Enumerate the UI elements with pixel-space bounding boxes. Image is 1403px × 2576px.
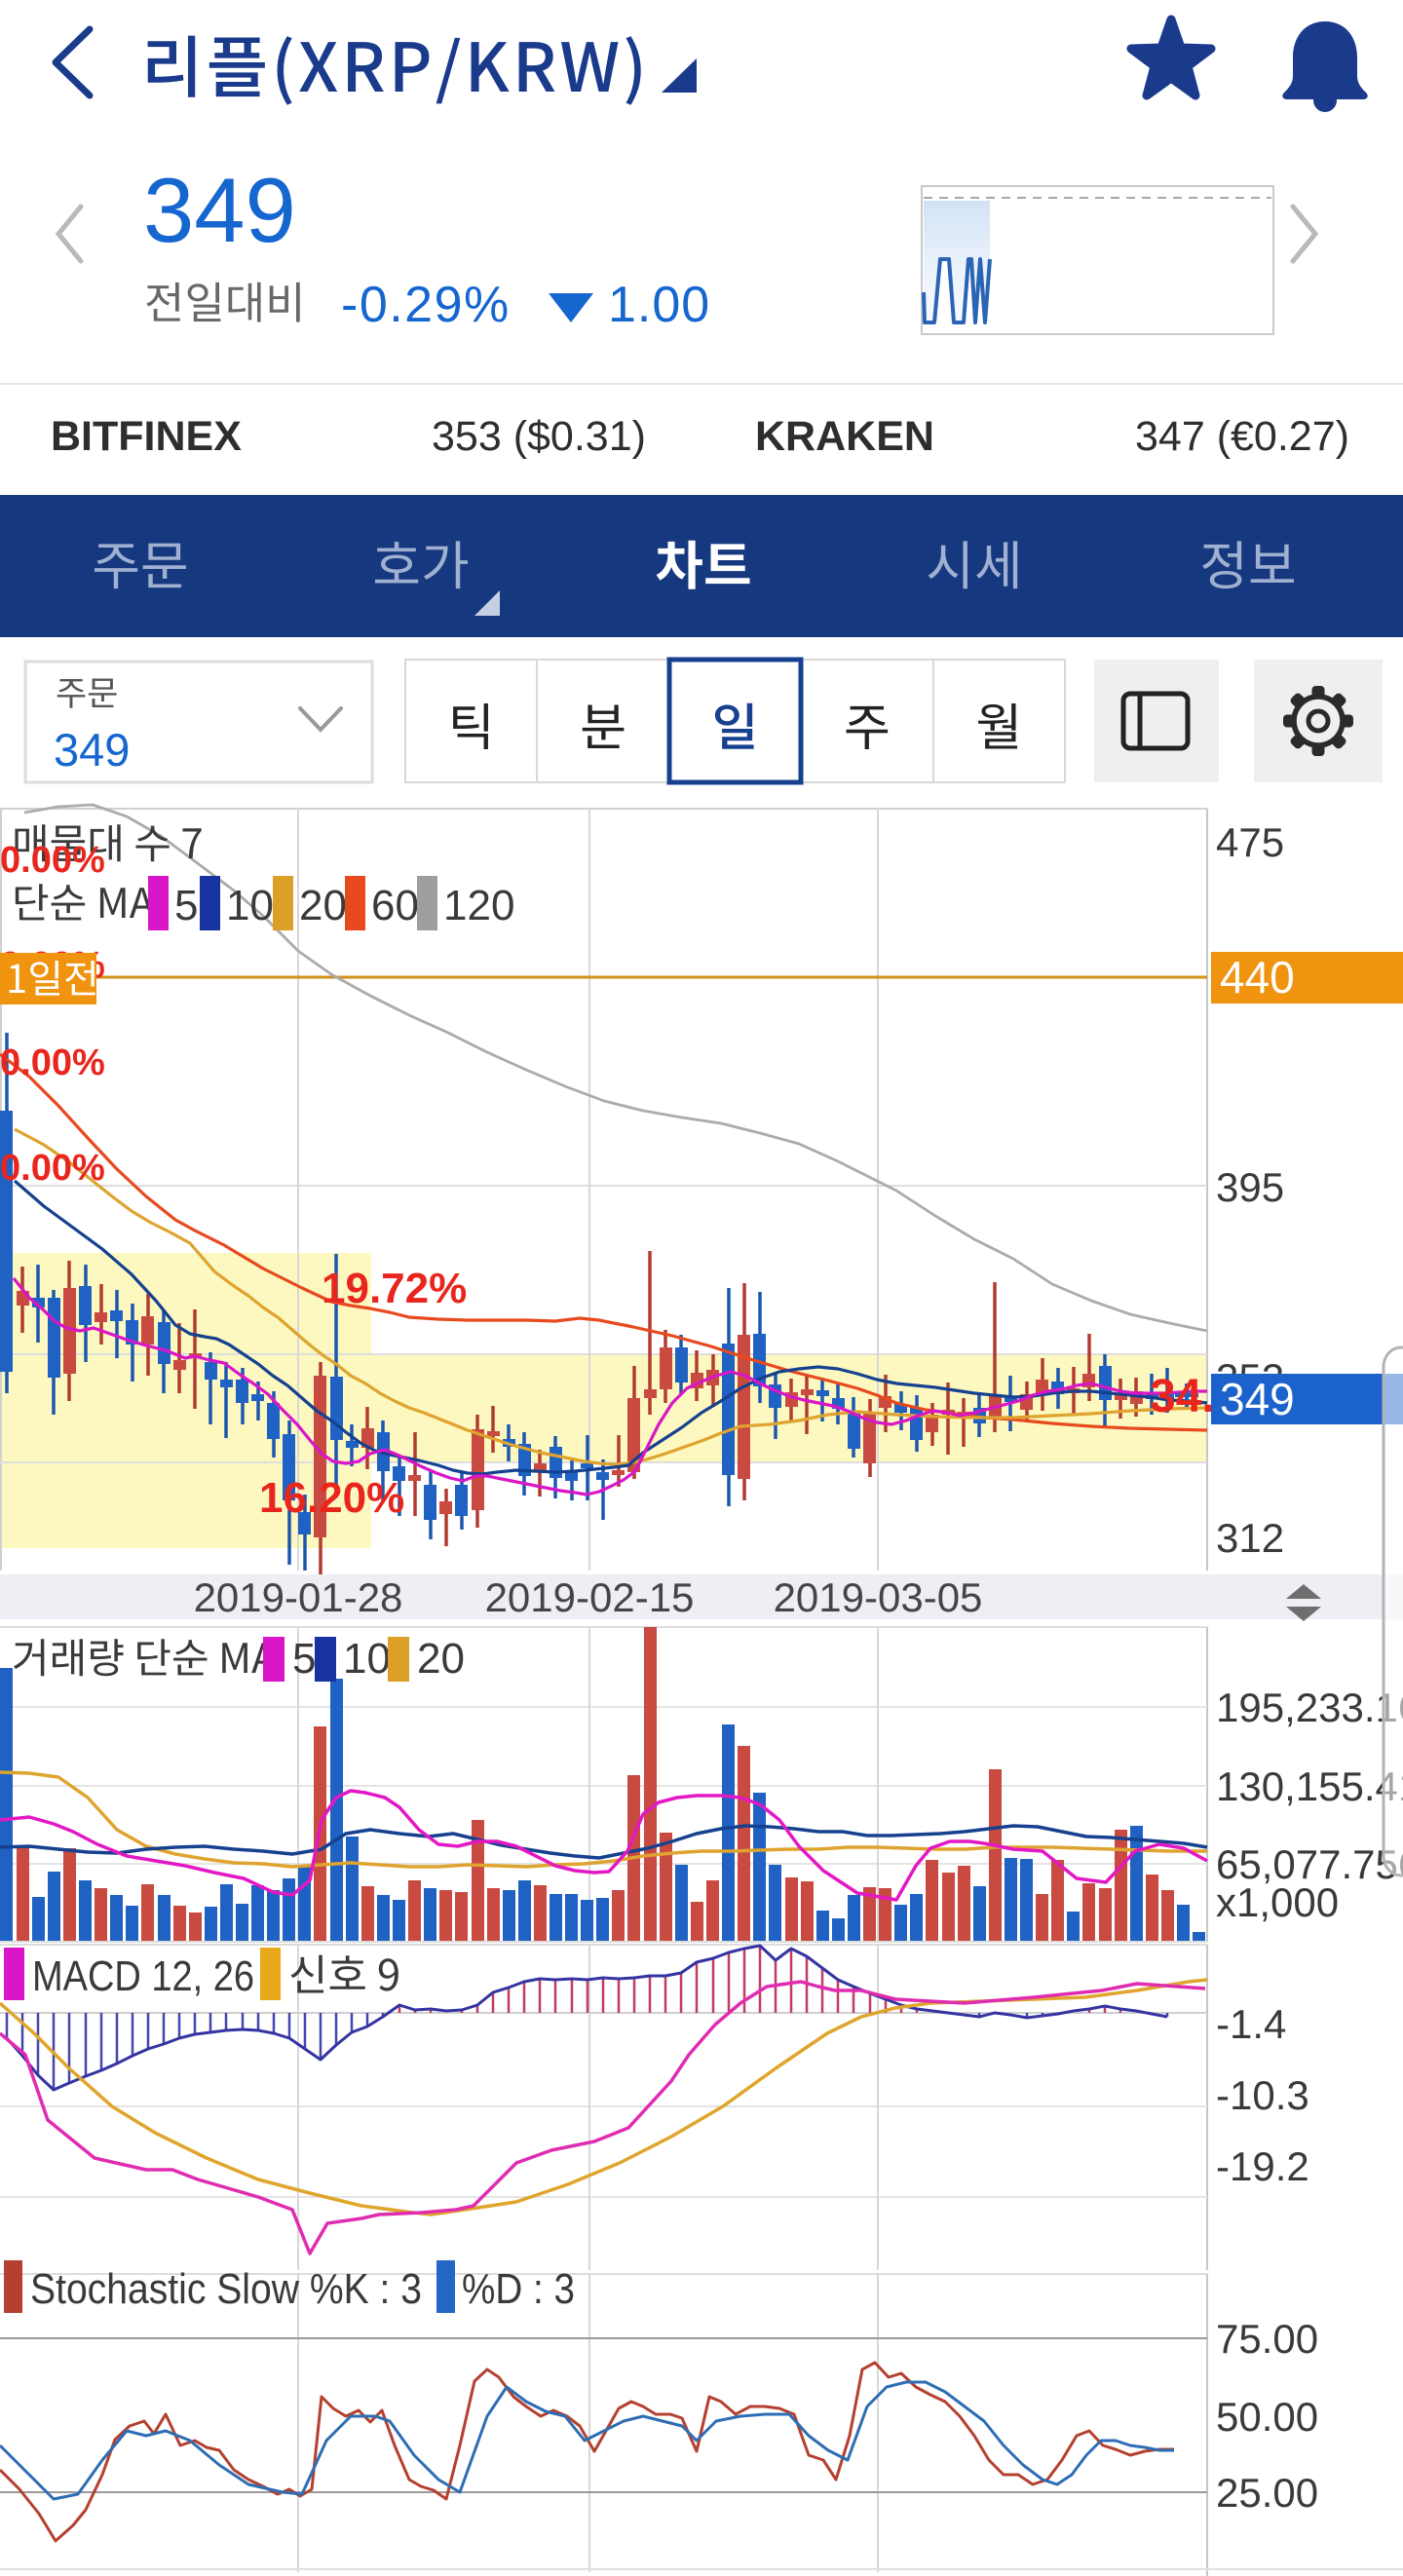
svg-text:353 ($0.31): 353 ($0.31) [432, 413, 646, 460]
svg-text:2019-02-15: 2019-02-15 [485, 1574, 695, 1620]
svg-text:349: 349 [1220, 1374, 1295, 1424]
svg-text:25.00: 25.00 [1216, 2470, 1318, 2516]
svg-text:KRAKEN: KRAKEN [755, 413, 934, 460]
svg-text:MACD 12, 26: MACD 12, 26 [32, 1952, 254, 2000]
svg-text:BITFINEX: BITFINEX [51, 413, 242, 460]
svg-text:20: 20 [417, 1635, 465, 1683]
svg-text:20: 20 [299, 882, 347, 929]
svg-text:395: 395 [1216, 1164, 1284, 1210]
svg-text:0.00%: 0.00% [0, 1148, 105, 1189]
svg-text:312: 312 [1216, 1515, 1284, 1561]
svg-text:130,155.413: 130,155.413 [1216, 1763, 1403, 1809]
svg-text:10: 10 [226, 882, 274, 929]
svg-text:347 (€0.27): 347 (€0.27) [1135, 413, 1349, 460]
svg-text:120: 120 [443, 882, 514, 929]
svg-text:Stochastic Slow %K : 3: Stochastic Slow %K : 3 [30, 2265, 422, 2313]
svg-text:349: 349 [54, 724, 130, 776]
svg-text:75.00: 75.00 [1216, 2316, 1318, 2362]
svg-text:440: 440 [1220, 952, 1295, 1003]
svg-text:16.20%: 16.20% [259, 1474, 404, 1522]
svg-text:60: 60 [371, 882, 419, 929]
svg-text:%D : 3: %D : 3 [462, 2265, 575, 2313]
svg-text:x1,000: x1,000 [1216, 1879, 1339, 1925]
svg-text:2019-03-05: 2019-03-05 [774, 1574, 983, 1620]
svg-text:475: 475 [1216, 819, 1284, 865]
svg-text:1.00: 1.00 [608, 277, 710, 333]
svg-text:-10.3: -10.3 [1216, 2072, 1309, 2118]
svg-text:0.00%: 0.00% [0, 1042, 105, 1083]
svg-text:-1.4: -1.4 [1216, 2001, 1286, 2047]
svg-text:5: 5 [174, 882, 198, 929]
svg-text:19.72%: 19.72% [322, 1265, 467, 1312]
svg-text:349: 349 [143, 159, 296, 261]
svg-text:10: 10 [343, 1635, 391, 1683]
svg-text:65,077.756: 65,077.756 [1216, 1841, 1403, 1887]
svg-text:5: 5 [292, 1635, 316, 1683]
svg-text:-19.2: -19.2 [1216, 2143, 1309, 2189]
svg-text:-0.29%: -0.29% [341, 277, 511, 333]
svg-text:34.: 34. [1150, 1371, 1215, 1422]
svg-text:50.00: 50.00 [1216, 2394, 1318, 2440]
svg-text:0.00%: 0.00% [0, 840, 105, 881]
svg-text:2019-01-28: 2019-01-28 [194, 1574, 403, 1620]
svg-text:195,233.169: 195,233.169 [1216, 1685, 1403, 1730]
